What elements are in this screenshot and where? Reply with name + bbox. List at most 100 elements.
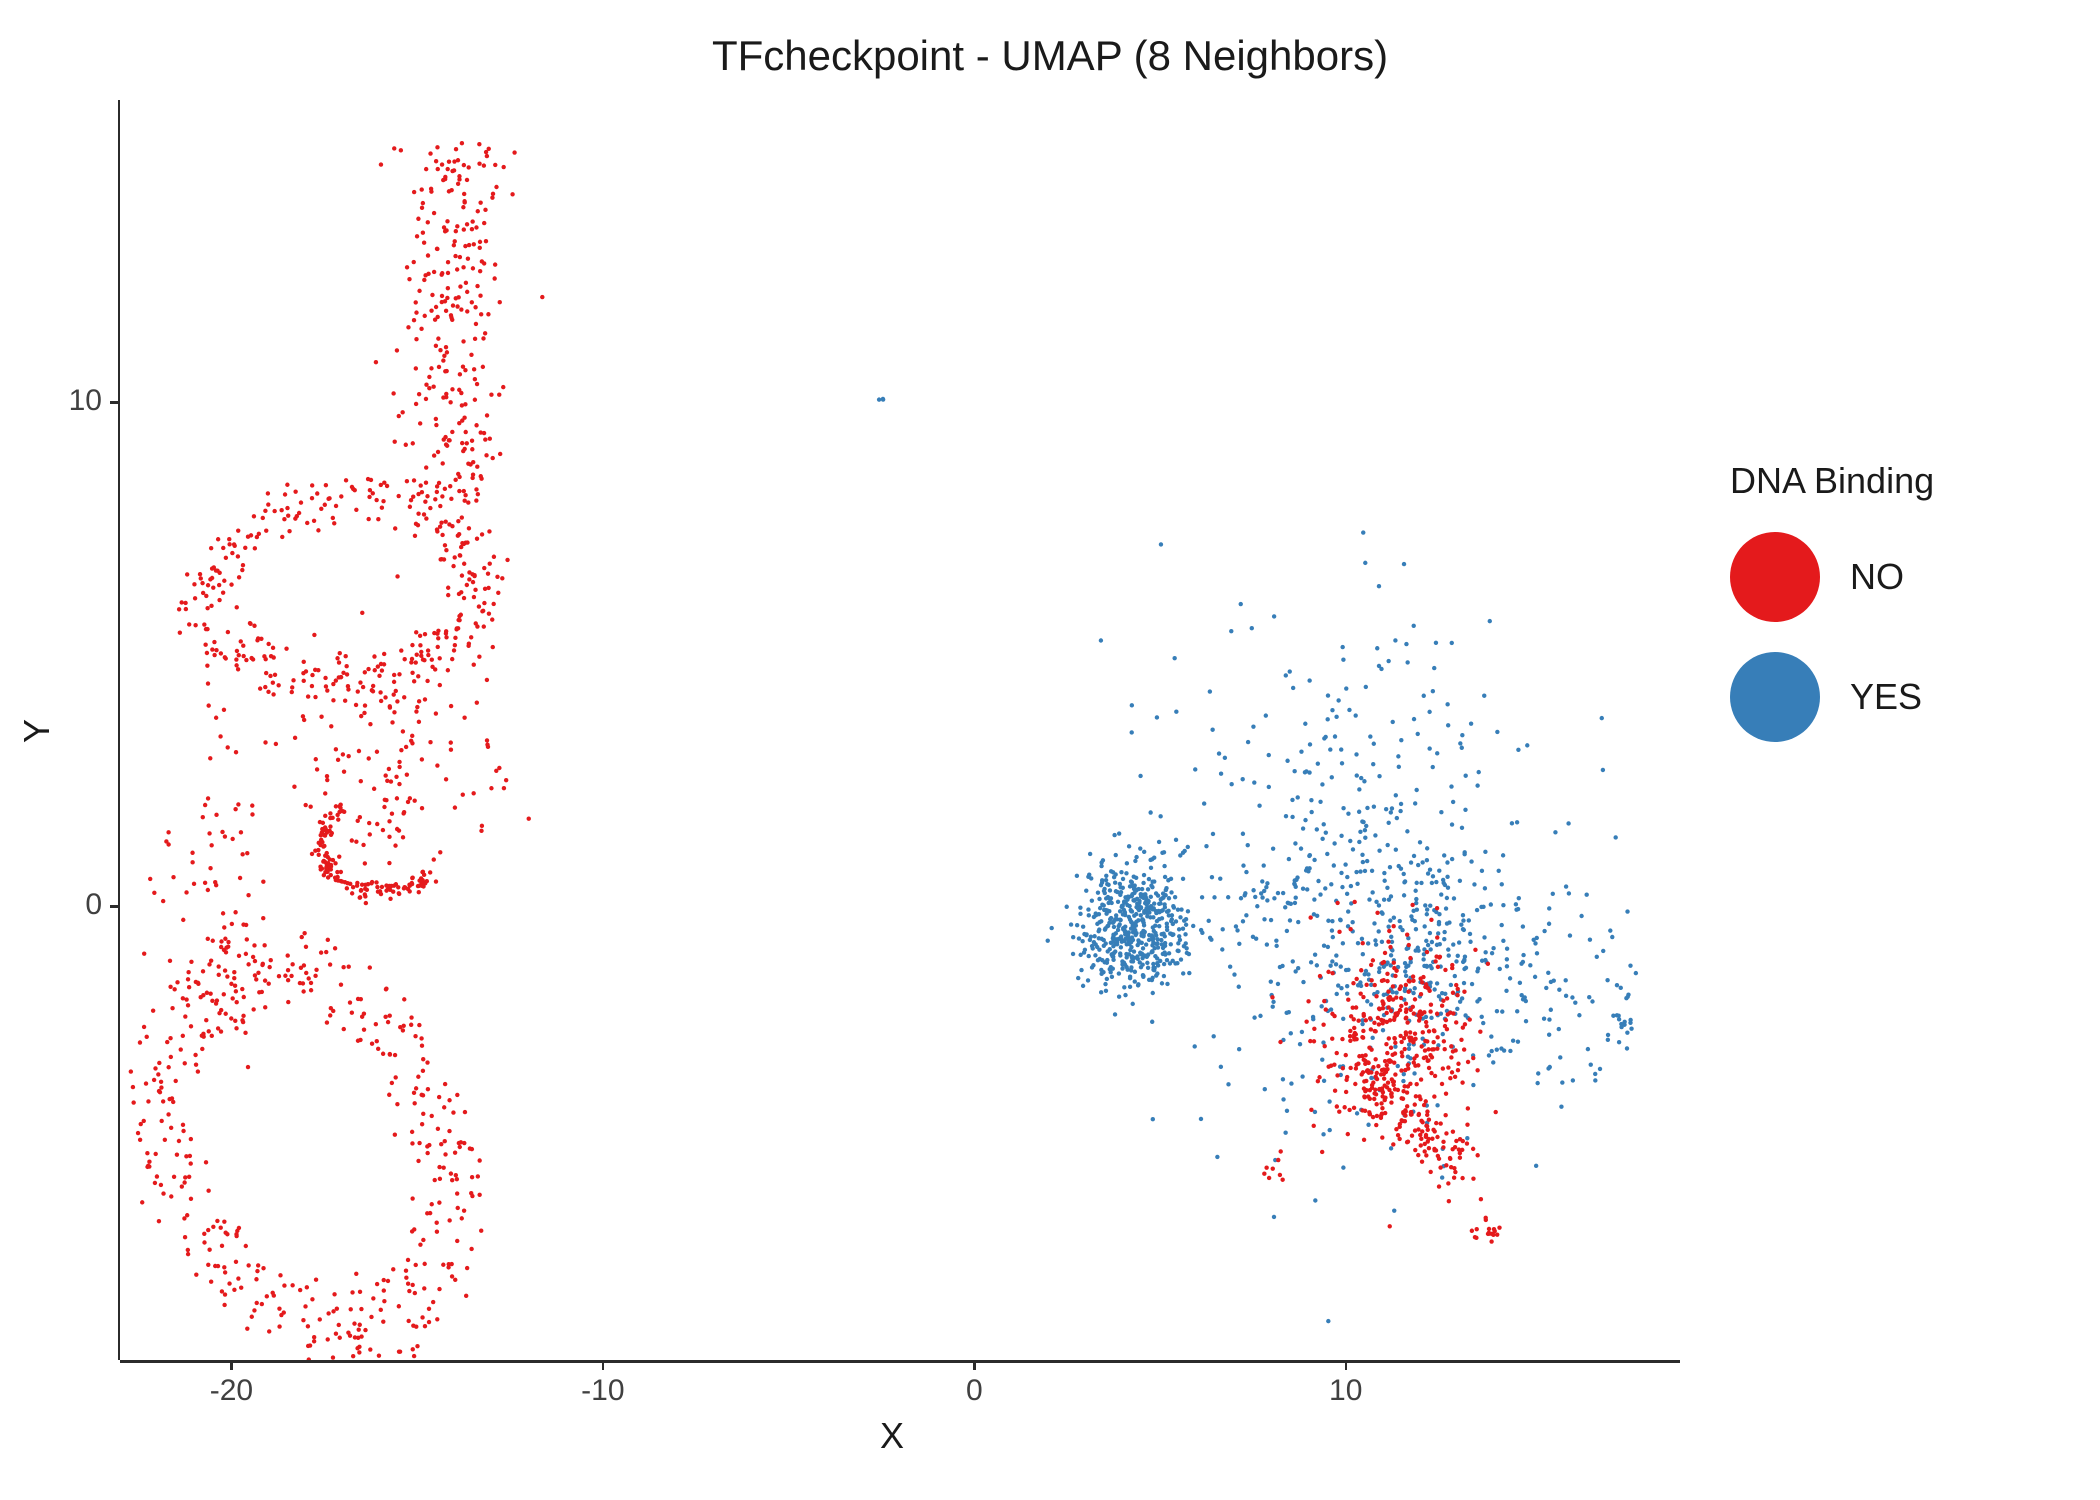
scatter-point [1344, 686, 1348, 690]
scatter-point [467, 243, 471, 247]
scatter-point [212, 653, 216, 657]
scatter-point [1357, 840, 1361, 844]
scatter-point [345, 886, 349, 890]
scatter-point [1118, 893, 1122, 897]
scatter-point [540, 295, 544, 299]
scatter-point [329, 873, 333, 877]
scatter-point [436, 636, 440, 640]
scatter-point [449, 740, 453, 744]
scatter-point [1157, 840, 1161, 844]
scatter-point [1364, 1079, 1368, 1083]
scatter-point [1361, 941, 1365, 945]
scatter-point [1423, 1142, 1427, 1146]
scatter-point [235, 605, 239, 609]
scatter-point [414, 1086, 418, 1090]
scatter-point [458, 372, 462, 376]
scatter-point [392, 146, 396, 150]
scatter-point [512, 150, 516, 154]
scatter-point [1278, 1040, 1282, 1044]
scatter-point [338, 803, 342, 807]
scatter-point [1171, 932, 1175, 936]
scatter-point [1143, 930, 1147, 934]
scatter-point [1262, 1172, 1266, 1176]
scatter-point [253, 973, 257, 977]
scatter-point [214, 813, 218, 817]
scatter-point [1536, 1071, 1540, 1075]
scatter-point [184, 997, 188, 1001]
scatter-point [211, 1225, 215, 1229]
x-tick [1345, 1360, 1348, 1370]
scatter-point [325, 774, 329, 778]
scatter-point [346, 687, 350, 691]
scatter-point [140, 1200, 144, 1204]
scatter-point [388, 705, 392, 709]
scatter-point [1346, 811, 1350, 815]
scatter-point [232, 976, 236, 980]
scatter-point [1274, 944, 1278, 948]
scatter-point [354, 1272, 358, 1276]
scatter-point [394, 775, 398, 779]
scatter-point [1177, 927, 1181, 931]
scatter-point [372, 787, 376, 791]
scatter-point [287, 529, 291, 533]
scatter-point [391, 1267, 395, 1271]
scatter-point [479, 474, 483, 478]
scatter-point [1435, 1046, 1439, 1050]
scatter-point [1140, 952, 1144, 956]
scatter-point [139, 1122, 143, 1126]
scatter-point [1418, 1009, 1422, 1013]
scatter-point [1071, 935, 1075, 939]
scatter-point [1334, 953, 1338, 957]
scatter-point [1434, 641, 1438, 645]
scatter-point [475, 624, 479, 628]
scatter-point [383, 695, 387, 699]
scatter-point [202, 1240, 206, 1244]
scatter-point [1516, 748, 1520, 752]
scatter-point [1454, 1020, 1458, 1024]
scatter-point [267, 981, 271, 985]
scatter-point [1147, 877, 1151, 881]
scatter-point [1473, 948, 1477, 952]
scatter-point [446, 668, 450, 672]
scatter-point [240, 1018, 244, 1022]
scatter-point [1425, 1113, 1429, 1117]
scatter-point [480, 532, 484, 536]
scatter-point [186, 1003, 190, 1007]
scatter-point [219, 939, 223, 943]
scatter-point [178, 630, 182, 634]
scatter-point [232, 970, 236, 974]
scatter-point [1113, 872, 1117, 876]
scatter-point [1412, 1071, 1416, 1075]
scatter-point [290, 962, 294, 966]
scatter-point [266, 690, 270, 694]
scatter-point [190, 851, 194, 855]
scatter-point [1456, 954, 1460, 958]
scatter-point [1320, 1057, 1324, 1061]
scatter-point [450, 1274, 454, 1278]
scatter-point [399, 748, 403, 752]
scatter-point [1211, 832, 1215, 836]
scatter-point [273, 673, 277, 677]
scatter-point [259, 637, 263, 641]
scatter-point [1177, 934, 1181, 938]
scatter-point [466, 257, 470, 261]
scatter-point [410, 671, 414, 675]
scatter-point [1410, 903, 1414, 907]
scatter-point [419, 654, 423, 658]
scatter-point [289, 974, 293, 978]
scatter-point [1385, 1085, 1389, 1089]
scatter-point [310, 852, 314, 856]
scatter-point [1111, 940, 1115, 944]
scatter-point [1369, 1047, 1373, 1051]
scatter-point [212, 640, 216, 644]
scatter-point [318, 1317, 322, 1321]
scatter-point [411, 441, 415, 445]
scatter-point [339, 675, 343, 679]
scatter-point [438, 504, 442, 508]
scatter-point [1371, 1065, 1375, 1069]
scatter-point [1334, 715, 1338, 719]
scatter-point [1380, 979, 1384, 983]
scatter-point [1466, 1060, 1470, 1064]
scatter-point [1388, 918, 1392, 922]
scatter-point [268, 674, 272, 678]
